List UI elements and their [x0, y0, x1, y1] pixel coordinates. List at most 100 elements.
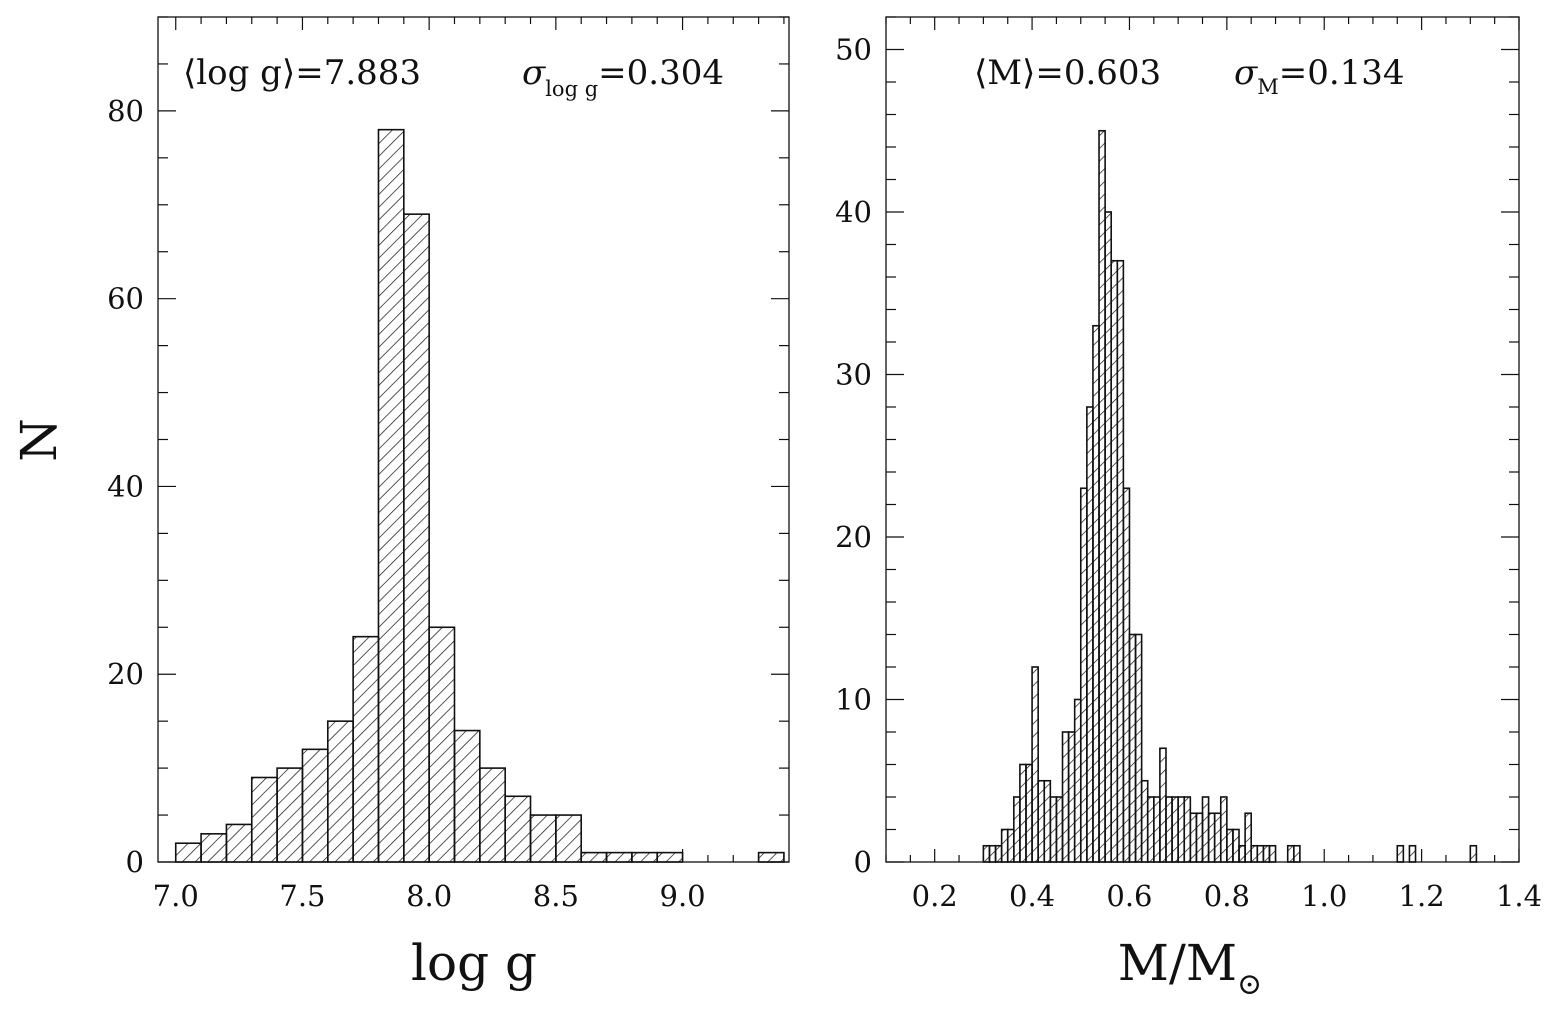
mass-histogram-bar [1037, 779, 1046, 863]
mass-histogram-bar [1116, 259, 1125, 863]
logg-histogram-bar [555, 814, 582, 863]
logg-histogram-bar [479, 767, 506, 863]
mass-histogram-bar [1201, 796, 1210, 863]
mass-histogram-bar [1177, 796, 1186, 863]
logg-x-tick-labels: 7.0 7.5 8.0 8.5 9.0 [153, 879, 706, 913]
logg-x-tick-label: 7.5 [279, 879, 325, 913]
mass-sigma-subscript: M [1257, 75, 1279, 99]
mass-y-tick-labels: 0 10 20 30 40 50 [835, 33, 872, 880]
mass-histogram-bar [1146, 796, 1155, 863]
mass-histogram-bar [994, 844, 1003, 863]
logg-y-tick-label: 80 [107, 94, 144, 128]
mass-x-tick-labels: 0.2 0.4 0.6 0.8 1.0 1.2 1.4 [912, 879, 1542, 913]
mass-histogram-bar [1073, 698, 1082, 863]
logg-histogram-bar [301, 748, 329, 863]
mass-histogram-bar [1110, 259, 1119, 863]
logg-sigma-annotation: σlog g=0.304 [522, 53, 724, 101]
mass-histogram-bar [1019, 763, 1027, 863]
mass-histogram-bar [1025, 763, 1033, 863]
mass-histogram-bar [1013, 796, 1021, 863]
mass-histogram-bar [1238, 844, 1246, 863]
mass-x-tick-label: 1.2 [1399, 879, 1445, 913]
logg-histogram-bars [174, 128, 785, 863]
mass-y-tick-label: 30 [835, 358, 872, 392]
mass-histogram-bar [1183, 796, 1192, 863]
mass-histogram-bar [1219, 796, 1228, 863]
mass-x-tick-label: 0.4 [1009, 879, 1055, 913]
logg-histogram-bar [403, 213, 430, 863]
mass-histogram-bar [1055, 796, 1064, 863]
logg-y-tick-labels: 0 20 40 60 80 [107, 94, 144, 879]
logg-x-tick-label: 9.0 [660, 879, 706, 913]
logg-mean-annotation: ⟨log g⟩=7.883 [183, 53, 421, 93]
mass-histogram-bar [1293, 844, 1301, 863]
mass-histogram-bar [1092, 324, 1100, 863]
mass-x-tick-label: 1.4 [1496, 879, 1542, 913]
mass-y-tick-label: 40 [835, 195, 872, 229]
mass-x-axis-main: M/M [1118, 934, 1237, 992]
logg-sigma-subscript: log g [545, 77, 598, 101]
mass-histogram-bar [1140, 779, 1149, 863]
mass-histogram-bar [982, 844, 991, 863]
logg-sigma-symbol: σ [522, 53, 546, 93]
mass-histogram-bar [1171, 796, 1179, 863]
mass-histogram-bars [982, 129, 1478, 863]
mass-histogram-bar [1159, 747, 1167, 863]
mass-x-tick-label: 1.0 [1301, 879, 1347, 913]
logg-x-tick-label: 8.0 [406, 879, 452, 913]
logg-y-tick-label: 60 [107, 282, 144, 316]
logg-histogram-bar [326, 720, 354, 863]
mass-sigma-symbol: σ [1234, 53, 1258, 93]
mass-histogram-bar [1207, 812, 1216, 863]
mass-axis-ticks [885, 16, 1520, 863]
mass-x-axis-sun-symbol: ⊙ [1237, 967, 1262, 1002]
logg-y-tick-label: 40 [107, 469, 144, 503]
mass-histogram-bar [1153, 796, 1161, 863]
logg-histogram-bar [757, 851, 785, 863]
mass-histogram-bar [1469, 844, 1478, 863]
logg-histogram-bar [200, 833, 228, 863]
mass-histogram-bar [1079, 487, 1088, 863]
mass-x-tick-label: 0.2 [912, 879, 958, 913]
logg-histogram-bar [631, 851, 659, 863]
logg-x-tick-label: 8.5 [533, 879, 579, 913]
mass-histogram-bar [1104, 211, 1113, 863]
logg-histogram-bar [529, 814, 557, 863]
mass-histogram-bar [1098, 129, 1106, 863]
mass-histogram-bar [1408, 844, 1417, 863]
logg-histogram-bar [428, 626, 456, 863]
mass-histogram-bar [1086, 406, 1094, 863]
mass-y-tick-label: 50 [835, 33, 872, 67]
mass-y-tick-label: 10 [835, 683, 872, 717]
logg-histogram-bar [656, 851, 684, 863]
logg-sigma-value: =0.304 [598, 53, 724, 93]
logg-histogram-bar [580, 851, 608, 863]
logg-histogram-bar [605, 851, 633, 863]
logg-histogram-bar [504, 795, 532, 863]
mass-histogram-bar [1006, 828, 1015, 863]
y-axis-title: N [10, 418, 68, 462]
mass-sigma-annotation: σM=0.134 [1234, 53, 1405, 99]
mass-histogram-bar [1043, 779, 1052, 863]
logg-histogram-bar [276, 767, 304, 863]
mass-histogram-bar [1134, 633, 1143, 863]
mass-histogram-bar [1189, 812, 1198, 863]
mass-plot-frame [885, 16, 1520, 863]
mass-mean-annotation: ⟨M⟩=0.603 [974, 53, 1161, 93]
mass-histogram-bar [1122, 487, 1131, 863]
mass-histogram-bar [1000, 828, 1009, 863]
mass-histogram-bar [1268, 844, 1277, 863]
logg-histogram-bar [174, 842, 202, 863]
logg-x-axis-title: log g [411, 934, 537, 992]
mass-y-tick-label: 0 [854, 845, 872, 879]
mass-histogram-bar [1226, 828, 1234, 863]
mass-histogram-bar [1195, 812, 1204, 863]
mass-histogram-bar [1244, 812, 1252, 863]
mass-histogram-bar [1061, 731, 1070, 863]
mass-x-tick-label: 0.6 [1106, 879, 1152, 913]
logg-histogram-bar [377, 128, 405, 863]
mass-histogram-bar [1213, 812, 1222, 863]
mass-histogram-bar [1250, 844, 1259, 863]
